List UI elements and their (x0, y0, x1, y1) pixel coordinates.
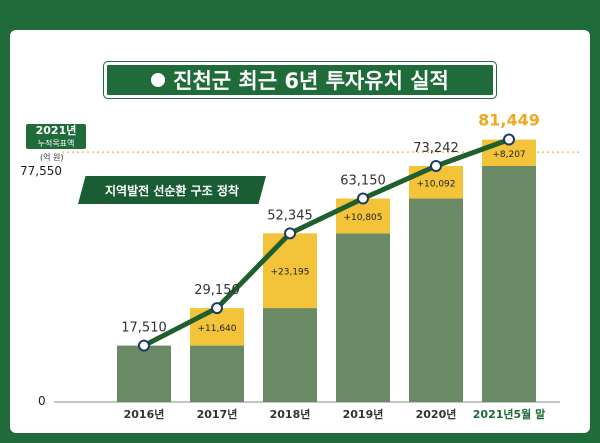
total-label: 52,345 (267, 208, 313, 223)
bar-base (263, 308, 317, 402)
bullet-icon (151, 73, 166, 87)
bar-base (409, 198, 463, 402)
title-banner: 진천군 최근 6년 투자유치 실적 (104, 62, 496, 98)
ytick-target: 77,550 (20, 164, 62, 178)
ytick-zero: 0 (38, 394, 46, 408)
unit-label: (억 원) (40, 153, 64, 162)
target-label: 누적목표액 (26, 138, 86, 149)
increment-label: +10,092 (416, 179, 455, 189)
bar-increment (263, 233, 317, 309)
annotation-banner: 지역발전 선순환 구조 정착 (78, 176, 266, 204)
total-point (430, 159, 442, 172)
chart-title: 진천군 최근 6년 투자유치 실적 (173, 69, 449, 93)
total-point (284, 227, 296, 240)
bar-base (190, 345, 244, 402)
bar-base (117, 345, 171, 402)
increment-label: +8,207 (492, 150, 525, 160)
category-label: 2016년 (124, 407, 165, 421)
annotation-text: 지역발전 선순환 구조 정착 (105, 183, 239, 198)
total-point (503, 133, 515, 146)
total-point (138, 339, 150, 352)
increment-label: +23,195 (270, 268, 309, 278)
category-label: 2019년 (343, 407, 384, 421)
total-label: 29,150 (194, 283, 240, 298)
total-label: 81,449 (478, 111, 540, 130)
total-label: 17,510 (121, 321, 167, 336)
category-label: 2017년 (197, 407, 238, 421)
category-label: 2020년 (416, 407, 457, 421)
category-label: 2018년 (270, 407, 311, 421)
target-year-label: 2021년 (26, 124, 86, 138)
bar-increment (190, 308, 244, 346)
bar-base (336, 233, 390, 402)
increment-label: +11,640 (197, 324, 236, 334)
increment-label: +10,805 (343, 213, 382, 223)
total-point (211, 302, 223, 315)
total-label: 63,150 (340, 174, 386, 189)
total-label: 73,242 (413, 141, 459, 156)
bar-base (482, 165, 536, 402)
total-point (357, 192, 369, 205)
category-label: 2021년5월 말 (473, 407, 545, 421)
total-line (142, 137, 510, 348)
